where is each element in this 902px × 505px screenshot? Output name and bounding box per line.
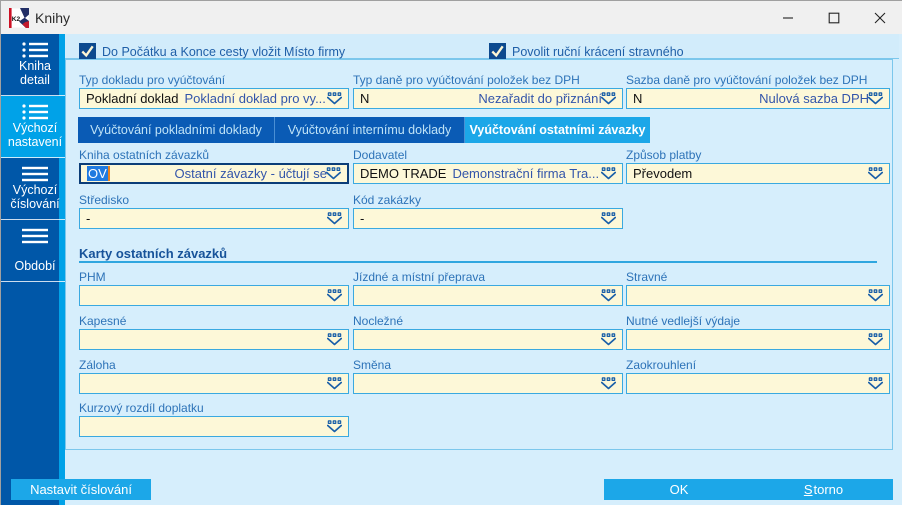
- svg-text:K2: K2: [12, 16, 21, 23]
